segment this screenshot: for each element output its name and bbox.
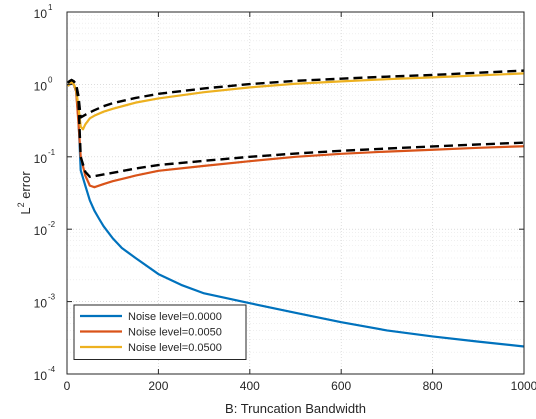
x-axis-label: B: Truncation Bandwidth bbox=[225, 401, 366, 416]
legend: Noise level=0.0000 Noise level=0.0050 Nois… bbox=[73, 304, 247, 360]
y-tick-label: 10 bbox=[34, 297, 48, 311]
y-tick-label-exponent: -2 bbox=[48, 220, 56, 229]
y-tick-label-exponent: -4 bbox=[48, 365, 56, 374]
y-tick-label: 10 bbox=[34, 79, 48, 93]
legend-label: Noise level=0.0000 bbox=[128, 311, 222, 323]
y-tick-label: 10 bbox=[34, 224, 48, 238]
y-tick-label-base: 10 bbox=[34, 152, 48, 166]
y-tick-label-exponent: -3 bbox=[48, 293, 56, 302]
x-tick-label: 400 bbox=[240, 379, 260, 393]
x-tick-label: 1000 bbox=[511, 379, 536, 393]
reference-dashed-line bbox=[67, 78, 525, 178]
y-tick-label: 10 bbox=[34, 7, 48, 21]
series-line bbox=[67, 72, 525, 131]
x-tick-labels: 0 200 400 600 800 1000 bbox=[64, 379, 536, 393]
x-tick-label: 800 bbox=[423, 379, 443, 393]
y-axis-label-rest: error bbox=[18, 171, 33, 203]
y-tick-label-exponent: -1 bbox=[48, 148, 56, 157]
y-tick-label: 10 bbox=[34, 369, 48, 383]
y-axis-label: L2 error bbox=[16, 171, 33, 215]
legend-label: Noise level=0.0500 bbox=[128, 342, 222, 354]
y-tick-label-base: 10 bbox=[34, 7, 48, 21]
axes-box bbox=[66, 11, 525, 375]
y-axis-label-superscript: 2 bbox=[16, 202, 26, 207]
y-tick-label-base: 10 bbox=[34, 224, 48, 238]
x-tick-label: 200 bbox=[148, 379, 168, 393]
y-tick-label-base: 10 bbox=[34, 297, 48, 311]
y-tick-label-exponent: 1 bbox=[48, 3, 53, 12]
x-tick-label: 600 bbox=[331, 379, 351, 393]
y-tick-label-exponent: 0 bbox=[48, 75, 53, 84]
axis-ticks bbox=[66, 11, 525, 375]
y-tick-label-base: 10 bbox=[34, 369, 48, 383]
legend-label: Noise level=0.0050 bbox=[128, 327, 222, 339]
y-tick-label-base: 10 bbox=[34, 79, 48, 93]
y-tick-label: 10 bbox=[34, 152, 48, 166]
y-axis-label-base: L bbox=[18, 207, 33, 214]
reference-dashed-line bbox=[67, 69, 525, 119]
x-tick-label: 0 bbox=[64, 379, 71, 393]
minor-grid bbox=[67, 15, 524, 353]
series-layer bbox=[67, 69, 525, 348]
